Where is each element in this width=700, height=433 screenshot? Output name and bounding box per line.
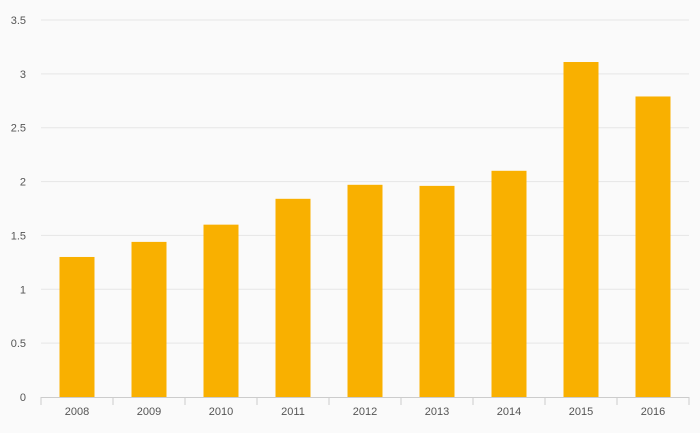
bar-2009 [131,241,167,397]
bar-2008 [59,256,95,397]
y-tick-label: 3 [20,69,26,81]
x-tick-label: 2012 [353,406,377,418]
y-axis: 0 0.5 1 1.5 2 2.5 3 3.5 [11,15,26,404]
bars [59,62,671,397]
bar-2010 [203,224,239,397]
bar-2014 [491,170,527,397]
y-tick-label: 2 [20,177,26,189]
y-tick-label: 1 [20,284,26,296]
bar-2015 [563,62,599,397]
x-tick-label: 2010 [209,406,233,418]
bar-2016 [635,96,671,397]
bar-2011 [275,198,311,397]
x-tick-label: 2014 [497,406,521,418]
x-tick-label: 2009 [137,406,161,418]
y-tick-label: 2.5 [11,123,26,135]
y-tick-label: 0 [20,392,26,404]
x-tick-label: 2011 [281,406,305,418]
x-tick-label: 2015 [569,406,593,418]
y-tick-label: 0.5 [11,338,26,350]
x-tick-label: 2008 [65,406,89,418]
x-tick-label: 2013 [425,406,449,418]
y-tick-label: 3.5 [11,15,26,27]
y-tick-label: 1.5 [11,230,26,242]
x-axis: 2008 2009 2010 2011 2012 2013 2014 2015 2016 [40,397,690,418]
x-tick-label: 2016 [641,406,665,418]
bar-2012 [347,184,383,397]
bar-2013 [419,185,455,397]
